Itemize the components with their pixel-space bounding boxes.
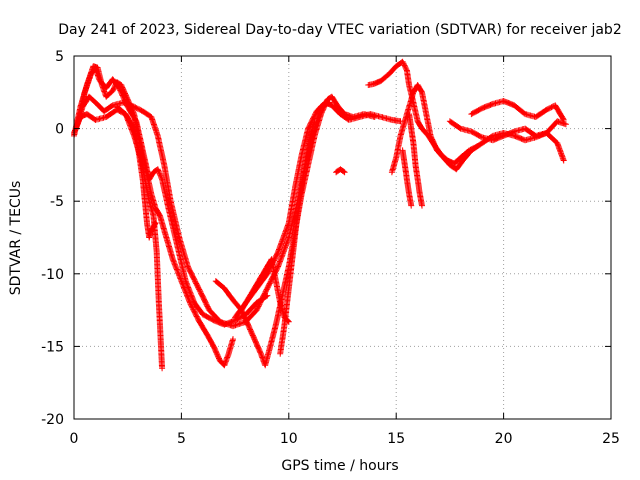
series-markers (399, 147, 415, 209)
series-markers (232, 99, 404, 321)
x-tick-label: 25 (602, 431, 620, 447)
data-series (71, 58, 569, 372)
grid-lines (74, 56, 611, 419)
x-tick-label: 10 (280, 431, 298, 447)
series-arc-5 (114, 103, 159, 241)
series-markers (277, 118, 318, 357)
x-tick-label: 20 (495, 431, 513, 447)
series-markers (114, 103, 159, 241)
y-tick-label: -10 (41, 267, 64, 283)
series-markers (406, 111, 425, 209)
series-arc-7 (232, 99, 404, 321)
series-arc-15 (446, 118, 569, 144)
series-arc-10 (333, 166, 348, 176)
series-arc-4 (71, 106, 166, 372)
chart-title: Day 241 of 2023, Sidereal Day-to-day VTE… (58, 22, 621, 38)
series-arc-9 (277, 118, 318, 357)
series-markers (333, 166, 348, 176)
series-arc-8 (238, 256, 292, 325)
y-axis-label: SDTVAR / TECUs (8, 181, 24, 296)
series-markers (238, 256, 292, 325)
y-tick-label: -15 (41, 339, 64, 355)
plot-frame (73, 55, 612, 420)
x-tick-label: 0 (70, 431, 79, 447)
y-tick-label: 5 (55, 49, 64, 65)
series-markers (71, 106, 166, 372)
axis-ticks: 0 5 10 15 20 25 -20 -15 -10 -5 0 5 (41, 49, 620, 447)
y-tick-label: -20 (41, 412, 64, 428)
series-arc-16 (468, 98, 567, 123)
series-markers (446, 118, 569, 144)
x-axis-label: GPS time / hours (281, 458, 398, 474)
series-arc-13 (399, 147, 415, 209)
x-tick-label: 5 (177, 431, 186, 447)
y-tick-label: -5 (50, 194, 64, 210)
series-arc-14 (406, 111, 425, 209)
y-tick-label: 0 (55, 122, 64, 138)
x-tick-label: 15 (387, 431, 405, 447)
series-markers (468, 98, 567, 123)
